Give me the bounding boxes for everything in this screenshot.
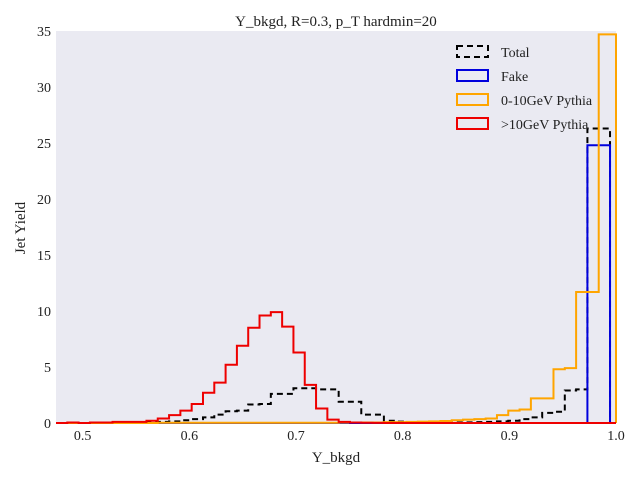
legend-swatch: [456, 69, 489, 82]
chart-title: Y_bkgd, R=0.3, p_T hardmin=20: [235, 14, 437, 30]
series-line-3: [56, 311, 616, 424]
series-layer: [56, 33, 617, 424]
x-tick-label: 0.7: [287, 429, 305, 444]
y-tick-label: 25: [37, 137, 51, 152]
series-line-2: [56, 33, 617, 424]
plot-area: [56, 31, 616, 423]
x-tick-label: 1.0: [607, 429, 625, 444]
legend-label: Fake: [501, 70, 528, 85]
x-tick-label: 0.9: [501, 429, 519, 444]
y-axis-label: Jet Yield: [13, 201, 29, 254]
legend-label: >10GeV Pythia: [501, 118, 589, 133]
x-axis-label: Y_bkgd: [312, 450, 361, 466]
x-tick-label: 0.6: [181, 429, 199, 444]
y-tick-label: 5: [44, 361, 51, 376]
y-tick-label: 30: [37, 81, 51, 96]
y-tick-label: 35: [37, 25, 51, 40]
x-tick-label: 0.5: [74, 429, 92, 444]
legend-swatch: [456, 45, 489, 58]
legend: Total Fake 0-10GeV Pythia >10GeV Pythia: [456, 45, 593, 133]
x-tick-label: 0.8: [394, 429, 412, 444]
y-tick-label: 0: [44, 417, 51, 432]
y-tick-label: 20: [37, 193, 51, 208]
y-tick-label: 10: [37, 305, 51, 320]
y-tick-labels: 0 5 10 15 20 25 30 35: [37, 25, 51, 432]
legend-swatch: [456, 93, 489, 106]
legend-label: 0-10GeV Pythia: [501, 94, 593, 109]
legend-label: Total: [501, 46, 530, 61]
x-tick-labels: 0.5 0.6 0.7 0.8 0.9 1.0: [74, 429, 625, 444]
y-tick-label: 15: [37, 249, 51, 264]
legend-swatch: [456, 117, 489, 130]
series-line-0: [56, 127, 616, 424]
